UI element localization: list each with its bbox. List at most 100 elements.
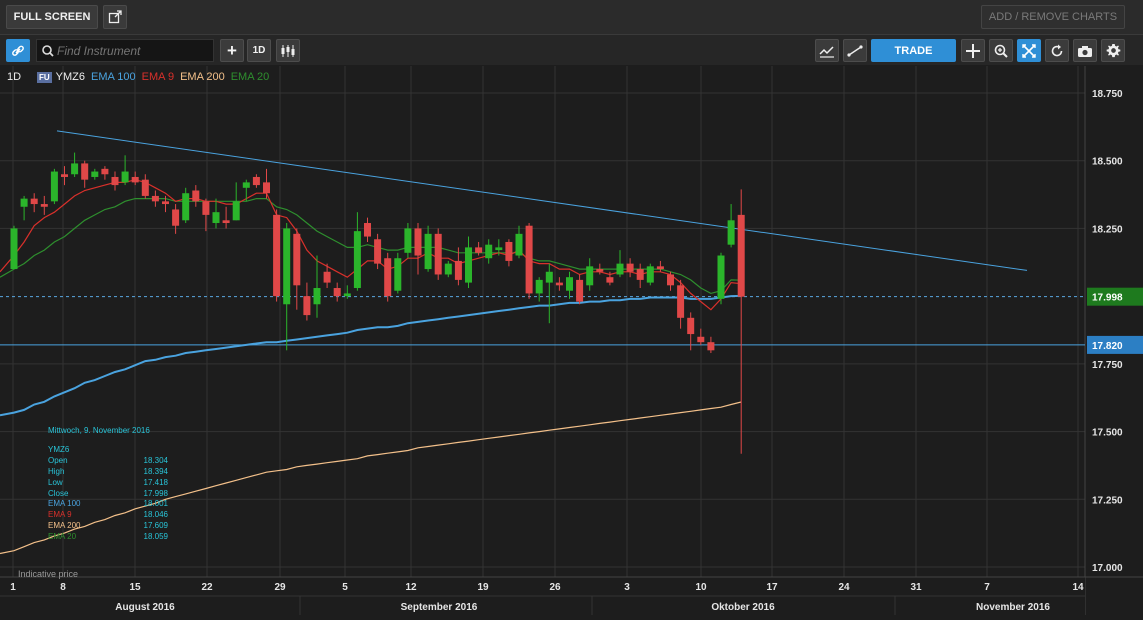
trade-button[interactable]: TRADE (871, 39, 956, 62)
info-symbol: YMZ6 (48, 444, 70, 454)
legend-ema200[interactable]: EMA 200 (180, 71, 225, 83)
candle-body (444, 263, 452, 275)
candle-body (283, 228, 291, 305)
info-label: Open (48, 455, 68, 465)
add-remove-charts-button[interactable]: ADD / REMOVE CHARTS (981, 5, 1125, 29)
candle-body (566, 277, 573, 291)
interval-button[interactable]: 1D (247, 39, 271, 62)
indicators-button[interactable] (815, 39, 839, 62)
zoom-in-icon (994, 44, 1008, 58)
indicative-price-label: Indicative price (18, 569, 79, 579)
candle-body (242, 182, 250, 188)
candle-body (30, 198, 38, 205)
info-row: EMA 9 18.046 (48, 510, 168, 521)
candle-body (61, 174, 68, 177)
settings-button[interactable] (1101, 39, 1125, 62)
candle-body (434, 233, 442, 275)
search-input[interactable] (57, 43, 197, 58)
x-axis: 1 8 15 22 29 5 12 19 26 3 10 17 24 31 7 14 August 2016 Se… (0, 576, 1143, 615)
popout-button[interactable] (103, 5, 127, 29)
chart-canvas[interactable]: 1 8 15 22 29 5 12 19 26 3 10 17 24 31 7 14 August 2016 Se… (0, 66, 1143, 615)
x-tick-label: 24 (838, 582, 850, 593)
instrument-search[interactable] (36, 39, 214, 62)
info-label: EMA 200 (48, 521, 81, 531)
candle-body (273, 214, 281, 297)
candle-body (293, 233, 301, 286)
chart-legend: 1D FU YMZ6 EMA 100 EMA 9 EMA 200 EMA 20 (0, 66, 269, 88)
info-value: 18.394 (143, 466, 168, 476)
legend-symbol: YMZ6 (55, 71, 86, 83)
candle-body (495, 247, 503, 251)
candle-body (313, 288, 321, 305)
candle-body (172, 209, 180, 226)
month-label: September 2016 (401, 602, 478, 613)
x-tick-label: 3 (624, 582, 630, 593)
drawing-button[interactable] (843, 39, 867, 62)
y-tick-label: 17.000 (1092, 563, 1123, 574)
y-tick-label: 18.500 (1092, 157, 1123, 168)
chart-type-button[interactable] (276, 39, 300, 62)
info-value: 18.046 (143, 510, 168, 520)
trendline (56, 130, 1028, 271)
candle-body (545, 271, 553, 283)
add-button[interactable]: + (220, 39, 244, 62)
info-row: Open 18.304 (48, 456, 168, 467)
x-tick-label: 19 (477, 582, 489, 593)
level-badge (1087, 335, 1143, 354)
candle-body (677, 285, 685, 318)
candle-body (505, 241, 513, 261)
candle-body (333, 288, 341, 297)
candle-body (212, 212, 220, 224)
legend-interval: 1D (7, 71, 22, 83)
legend-ema9[interactable]: EMA 9 (141, 71, 175, 83)
candle-body (465, 247, 472, 283)
candles-icon (281, 44, 295, 57)
y-tick-label: 17.750 (1092, 360, 1123, 371)
info-label: Low (48, 477, 63, 487)
candle-body (141, 179, 149, 196)
x-tick-label: 12 (405, 582, 417, 593)
last-price-label: 17.998 (1092, 293, 1123, 304)
crosshair-button[interactable] (961, 39, 985, 62)
info-value: 18.059 (143, 532, 168, 542)
candle-body (707, 342, 715, 351)
trendline-icon (847, 44, 863, 57)
candle-body (586, 266, 594, 286)
candle-body (737, 214, 745, 297)
x-tick-label: 15 (129, 582, 141, 593)
ema200-line (0, 401, 742, 555)
legend-ema100[interactable]: EMA 100 (91, 71, 136, 83)
candle-body (182, 193, 190, 221)
x-tick-label: 29 (274, 582, 286, 593)
candle-body (263, 182, 270, 194)
indicator-icon (819, 45, 834, 58)
crosshair-icon (966, 43, 980, 58)
price-chart[interactable]: 1 8 15 22 29 5 12 19 26 3 10 17 24 31 7 14 August 2016 Se… (0, 66, 1143, 615)
x-tick-label: 31 (910, 582, 922, 593)
overlay: 17.998 17.820 (1087, 287, 1143, 354)
legend-ema20[interactable]: EMA 20 (230, 71, 270, 83)
candle-body (697, 336, 705, 343)
info-value: 18.304 (143, 455, 168, 465)
snapshot-button[interactable] (1073, 39, 1097, 62)
info-label: EMA 100 (48, 499, 81, 509)
candle-body (10, 228, 18, 270)
candle-body (81, 163, 89, 180)
fit-button[interactable] (1017, 39, 1041, 62)
zoom-button[interactable] (989, 39, 1013, 62)
candle-body (131, 176, 139, 183)
fullscreen-button[interactable]: FULL SCREEN (6, 5, 98, 29)
candle-body (71, 163, 79, 175)
link-button[interactable] (6, 39, 30, 62)
candle-body (121, 171, 129, 183)
x-tick-label: 14 (1072, 582, 1084, 593)
candle-body (202, 201, 210, 215)
candle-body (727, 220, 735, 245)
candle-body (656, 266, 664, 270)
candle-body (111, 176, 119, 186)
link-icon (12, 45, 24, 56)
info-rows: Open 18.304 High 18.394 Low 17.418 Close 17.998… (48, 456, 168, 543)
candle-body (454, 260, 462, 280)
refresh-button[interactable] (1045, 39, 1069, 62)
candle-body (626, 263, 634, 272)
